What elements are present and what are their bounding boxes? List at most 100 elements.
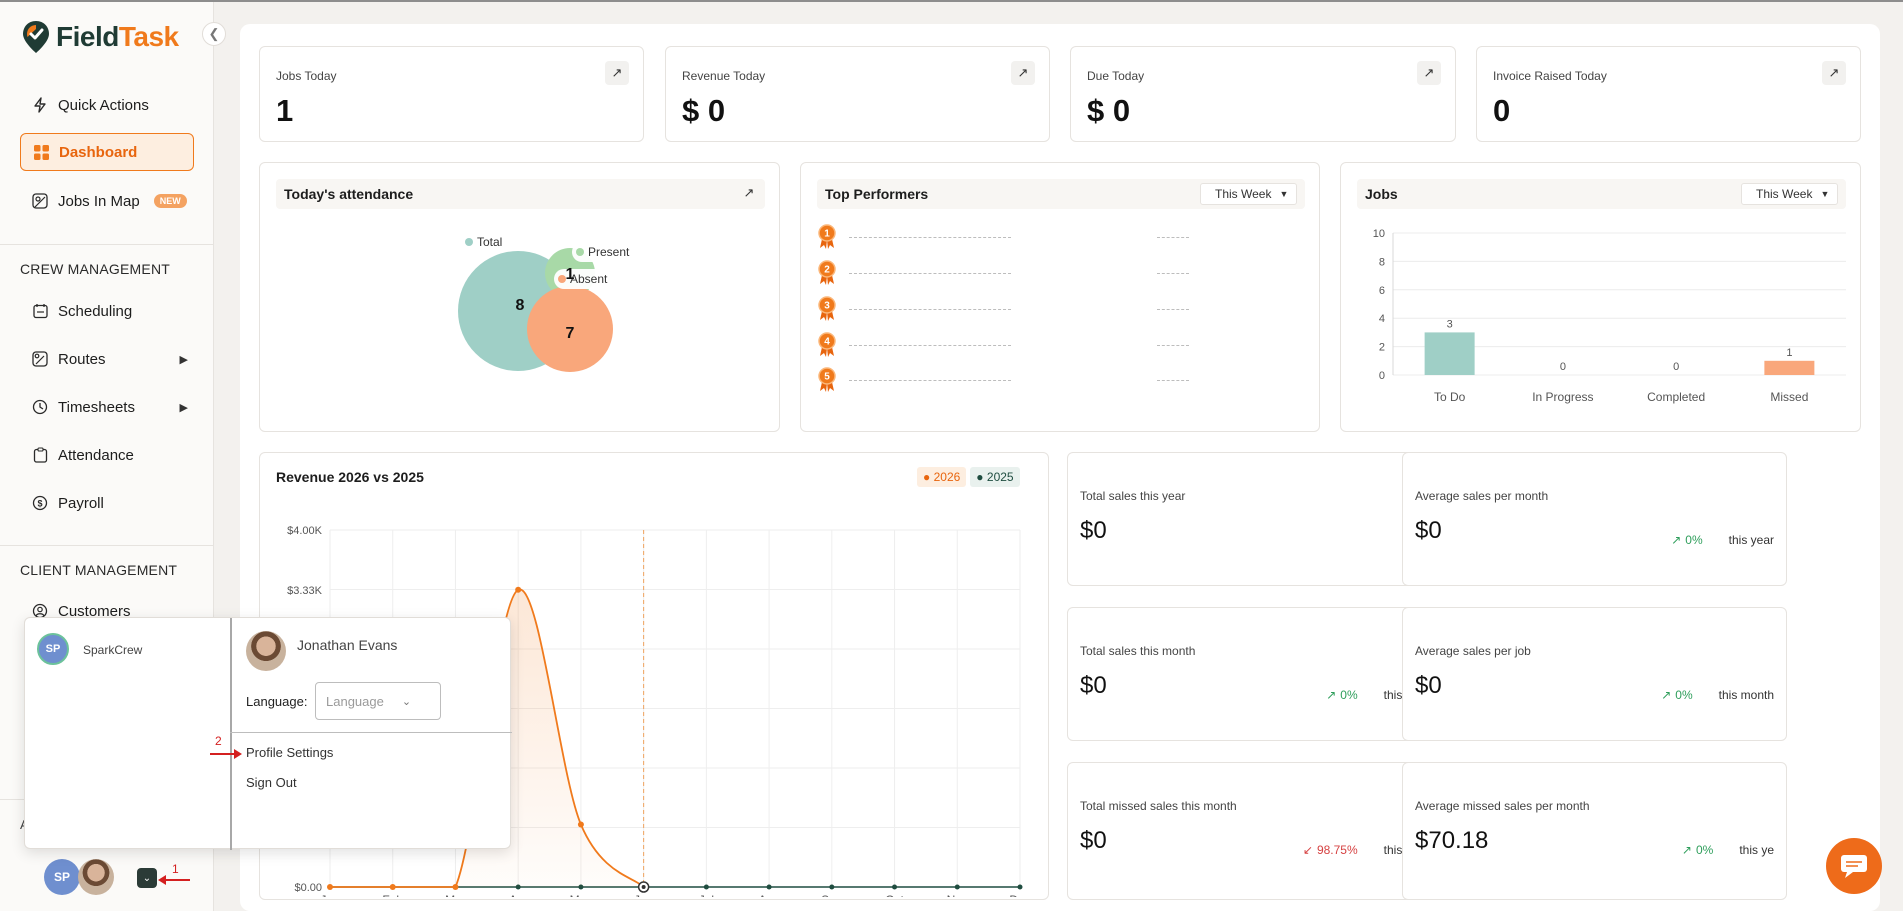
rank-number: 5 [824, 372, 830, 383]
x-tick-label: Jul [699, 893, 714, 897]
expand-arrow-icon[interactable]: ↗ [743, 185, 755, 200]
bolt-icon [32, 97, 48, 113]
stat-card-due-today[interactable]: Due Today $ 0 ↗ [1070, 46, 1456, 142]
point-2026 [515, 586, 522, 593]
performer-row: 3 [817, 296, 1197, 321]
stat-label: Jobs Today [276, 69, 337, 83]
stat-card-jobs-today[interactable]: Jobs Today 1 ↗ [259, 46, 644, 142]
value-present: 1 [566, 266, 575, 283]
data-label: 0 [1560, 361, 1566, 373]
point-2026 [327, 884, 333, 890]
sidebar-item-customers[interactable]: Customers [20, 592, 194, 630]
sales-label: Total sales this year [1080, 489, 1186, 503]
point-2026 [452, 884, 459, 890]
trend-indicator: ↗ 0% this ye [1682, 843, 1774, 857]
route-icon [32, 351, 48, 367]
sales-stat-card: Total sales this year $0 [1067, 452, 1452, 586]
performer-row: 4 [817, 332, 1197, 357]
svg-text:$: $ [37, 499, 42, 509]
org-avatar[interactable]: SP [37, 633, 69, 665]
stat-value: $ 0 [682, 93, 726, 128]
sidebar-item-dashboard[interactable]: Dashboard [20, 133, 194, 171]
attendance-card: Today's attendance ↗ Total Present Absen… [259, 162, 780, 432]
sidebar-item-quick-actions[interactable]: Quick Actions [20, 86, 194, 124]
point-2025 [829, 884, 835, 890]
expand-arrow-icon[interactable]: ↗ [1417, 61, 1441, 85]
legend-item-2026[interactable]: ● 2026 [917, 467, 967, 487]
point-2026 [389, 884, 396, 890]
medal-icon: 3 [818, 296, 836, 321]
sidebar-item-jobs-in-map[interactable]: Jobs In Map NEW [20, 182, 194, 220]
trend-arrow-icon: ↗ [1326, 688, 1337, 702]
medal-icon: 5 [818, 367, 836, 392]
expand-arrow-icon[interactable]: ↗ [1011, 61, 1035, 85]
performer-name-placeholder [849, 380, 1011, 381]
performers-period-dropdown[interactable]: This Week ▼ [1200, 183, 1298, 205]
jobs-title: Jobs [1365, 186, 1398, 202]
language-placeholder: Language [326, 693, 384, 709]
caret-down-icon: ▼ [1820, 189, 1830, 199]
performer-name-placeholder [849, 273, 1011, 274]
chevron-down-icon: ⌄ [401, 695, 412, 708]
app-logo[interactable]: FieldTask [22, 20, 179, 54]
expand-arrow-icon[interactable]: ↗ [1822, 61, 1846, 85]
performer-value-placeholder [1157, 273, 1189, 274]
x-tick-label: Sep [821, 893, 843, 897]
sidebar-item-timesheets[interactable]: Timesheets ▶ [20, 388, 194, 426]
stat-value: 1 [276, 93, 294, 128]
stat-card-revenue-today[interactable]: Revenue Today $ 0 ↗ [665, 46, 1050, 142]
profile-menu-toggle[interactable]: ⌄ [137, 868, 157, 888]
x-tick-label: Missed [1770, 390, 1808, 404]
chat-support-button[interactable] [1826, 838, 1882, 894]
sign-out-link[interactable]: Sign Out [246, 775, 297, 790]
section-label-client: CLIENT MANAGEMENT [20, 562, 178, 578]
profile-settings-link[interactable]: Profile Settings [246, 745, 334, 760]
y-tick-label: 10 [1373, 228, 1385, 240]
x-tick-label: Aug [758, 893, 779, 897]
clock-icon [32, 399, 48, 415]
sidebar-item-scheduling[interactable]: Scheduling [20, 292, 194, 330]
performer-row: 2 [817, 260, 1197, 285]
window-top-border [0, 0, 1903, 2]
logo-text-field: Field [56, 21, 119, 52]
sales-value: $0 [1415, 517, 1442, 544]
legend-item-2025[interactable]: ● 2025 [970, 467, 1020, 487]
sidebar-item-label: Attendance [58, 446, 134, 464]
calendar-icon [32, 303, 48, 319]
data-label: 1 [1786, 347, 1792, 359]
sidebar-item-routes[interactable]: Routes ▶ [20, 340, 194, 378]
point-2026-current-dot [641, 885, 646, 889]
y-tick-label: 0 [1379, 370, 1385, 382]
value-absent: 7 [566, 325, 575, 342]
sidebar-item-attendance[interactable]: Attendance [20, 436, 194, 474]
sales-stat-card: Average sales per job $0 ↗ 0% this month [1402, 607, 1787, 741]
popup-menu-divider [230, 732, 512, 733]
sidebar-item-payroll[interactable]: $ Payroll [20, 484, 194, 522]
sales-value: $0 [1080, 827, 1107, 854]
rank-number: 3 [824, 301, 830, 312]
legend-absent: Absent [570, 272, 608, 286]
x-tick-label: Oct [885, 893, 904, 897]
sidebar-collapse-button[interactable]: ❮ [202, 22, 226, 46]
stat-value: 0 [1493, 93, 1511, 128]
sidebar-divider [0, 545, 214, 546]
dashboard-main: Jobs Today 1 ↗ Revenue Today $ 0 ↗ Due T… [240, 24, 1880, 911]
x-tick-label: Dec [1009, 893, 1030, 897]
x-tick-label: Nov [947, 893, 968, 897]
stat-label: Revenue Today [682, 69, 766, 83]
org-name[interactable]: SparkCrew [83, 643, 143, 657]
x-tick-label: To Do [1434, 390, 1466, 404]
user-avatar-small[interactable] [78, 859, 114, 895]
rank-number: 2 [824, 265, 830, 276]
language-select[interactable]: Language ⌄ [315, 682, 441, 720]
org-avatar-small[interactable]: SP [44, 859, 80, 895]
sales-value: $0 [1080, 672, 1107, 699]
stat-card-invoice-raised[interactable]: Invoice Raised Today 0 ↗ [1476, 46, 1861, 142]
jobs-period-dropdown[interactable]: This Week ▼ [1741, 183, 1839, 205]
expand-arrow-icon[interactable]: ↗ [605, 61, 629, 85]
logo-text-task: Task [118, 21, 179, 52]
annotation-number-2: 2 [215, 734, 222, 748]
performer-name-placeholder [849, 345, 1011, 346]
annotation-arrow-1 [158, 875, 190, 885]
sales-label: Average sales per job [1415, 644, 1531, 658]
